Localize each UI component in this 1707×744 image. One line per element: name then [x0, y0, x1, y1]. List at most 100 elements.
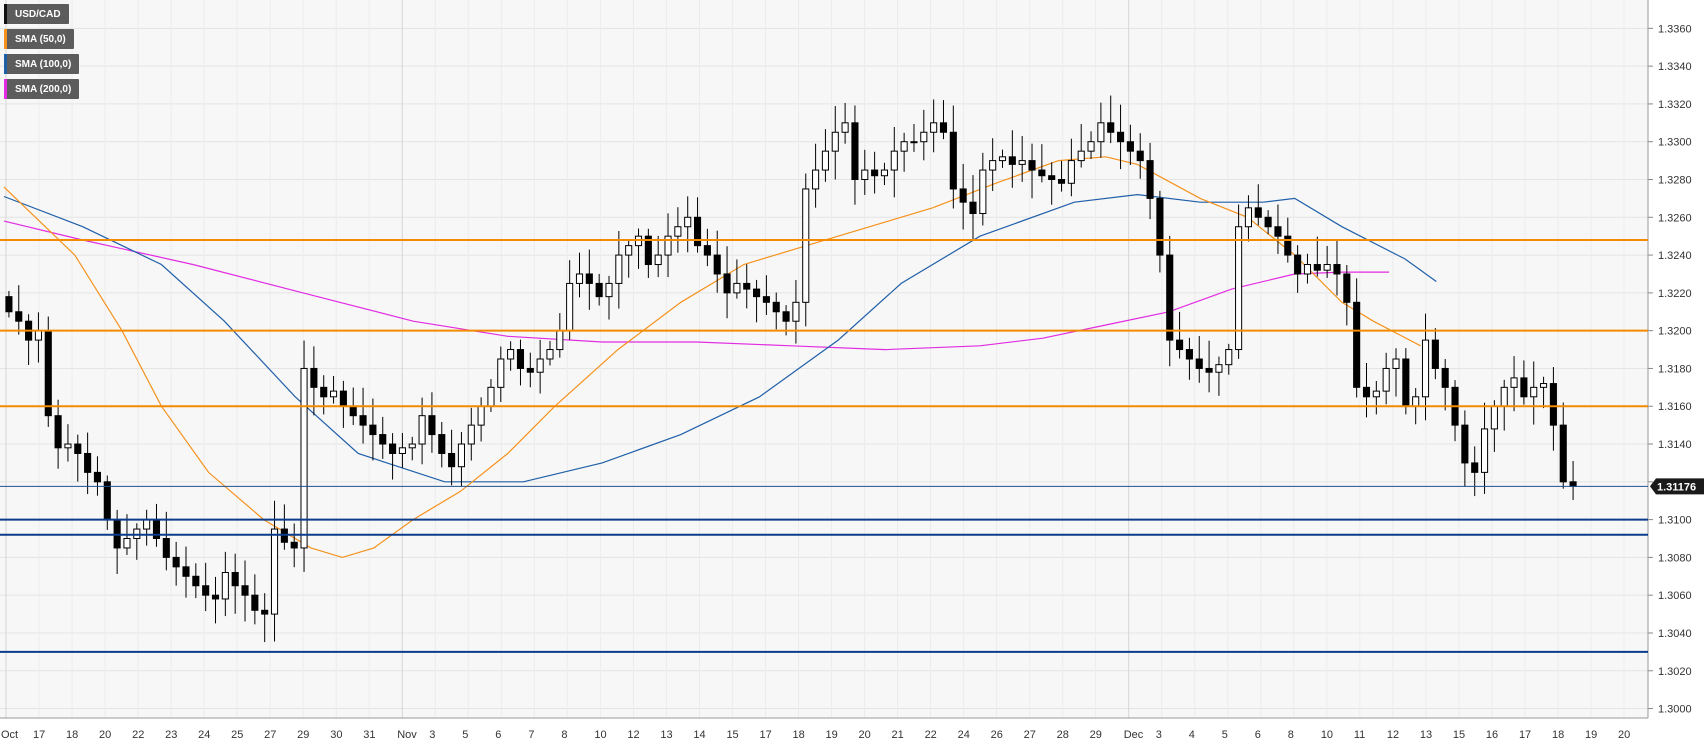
candle [703, 228, 711, 267]
candle [320, 375, 328, 415]
candle [1461, 410, 1469, 487]
candle-body-down [693, 216, 702, 247]
candle-body-up [910, 141, 918, 144]
candle [1540, 376, 1548, 409]
candle [408, 436, 416, 461]
candle [1215, 356, 1223, 396]
candle [379, 416, 387, 459]
candle [1431, 328, 1439, 380]
candle-body-down [162, 538, 170, 558]
candle-body-up [1077, 150, 1085, 162]
candle [910, 124, 918, 152]
candle [821, 129, 829, 182]
candle-body-down [939, 122, 948, 133]
candle [438, 421, 446, 468]
candle-body-down [339, 390, 347, 407]
candle-body-down [1136, 150, 1144, 162]
x-tick-label: 7 [528, 729, 534, 741]
candle-body-down [1461, 424, 1469, 464]
candle-body-up [556, 330, 564, 351]
candle [467, 407, 475, 461]
candle [1008, 130, 1016, 188]
candle-body-down [1313, 264, 1321, 271]
candle-body-up [1244, 207, 1252, 228]
candle-body-up [300, 367, 308, 549]
candle-body-up [575, 273, 584, 284]
candle-body-up [270, 528, 279, 615]
candle [772, 292, 780, 330]
candle-body-down [192, 575, 200, 587]
x-tick-label: 24 [198, 729, 210, 741]
candle-body-down [1520, 377, 1528, 398]
candle [723, 246, 731, 319]
candle-body-up [674, 226, 682, 237]
candle-body-down [1441, 367, 1449, 388]
candle-body-down [15, 311, 23, 322]
candle-body-down [1569, 481, 1577, 487]
current-price-tag: 1.31176 [1650, 478, 1704, 495]
x-tick-label: 26 [991, 729, 1003, 741]
candle-body-up [880, 169, 889, 177]
candle [812, 143, 820, 208]
candle-body-down [1294, 254, 1302, 275]
candle-body-down [369, 424, 377, 436]
y-tick-label: 1.3320 [1658, 99, 1692, 111]
legend-item[interactable]: USD/CAD [4, 4, 69, 24]
legend-item[interactable]: SMA (100,0) [4, 54, 80, 74]
legend: USD/CAD SMA (50,0) SMA (100,0) SMA (200,0) [4, 4, 80, 104]
x-tick-label: 20 [859, 729, 871, 741]
candle [1166, 235, 1174, 367]
x-tick-label: 18 [792, 729, 804, 741]
candle-body-up [979, 169, 987, 215]
candle [428, 392, 436, 453]
candle [1205, 340, 1213, 393]
candle-body-down [320, 386, 328, 398]
candle-body-down [1549, 383, 1557, 426]
candle-body-down [871, 169, 879, 177]
candle [1185, 337, 1193, 380]
candle [585, 249, 593, 310]
candle [1097, 102, 1105, 158]
candle [664, 213, 672, 278]
candle-body-up [625, 245, 633, 256]
y-tick-label: 1.3340 [1658, 61, 1692, 73]
candle [861, 149, 869, 195]
candle-body-down [1185, 349, 1193, 360]
candle-body-down [1048, 175, 1056, 181]
candle [1480, 402, 1489, 494]
candle [1441, 359, 1449, 411]
candle-body-down [290, 541, 298, 549]
candle-body-up [1372, 390, 1380, 398]
candle-body-down [261, 609, 269, 615]
x-tick-label: 22 [132, 729, 144, 741]
candle-body-up [684, 216, 692, 228]
candle [1136, 133, 1144, 179]
candle-body-up [1225, 349, 1233, 366]
sma-100-line [3, 193, 1437, 483]
candle-body-up [1540, 383, 1548, 388]
candle [713, 230, 721, 293]
candle-body-up [1235, 226, 1243, 351]
candle [261, 593, 269, 643]
candle [497, 346, 505, 402]
x-tick-label: 27 [1024, 729, 1036, 741]
candle-body-down [1264, 216, 1272, 228]
legend-item[interactable]: SMA (50,0) [4, 29, 74, 49]
candle-body-up [398, 447, 406, 454]
candle [546, 341, 554, 366]
y-tick-label: 1.3300 [1658, 137, 1692, 149]
candle [939, 100, 948, 140]
x-tick-label: 24 [958, 729, 970, 741]
candle [644, 228, 652, 278]
legend-item[interactable]: SMA (200,0) [4, 79, 80, 99]
candle [684, 196, 692, 253]
candle [851, 105, 859, 205]
candle-body-down [1156, 197, 1164, 256]
x-tick-label: 27 [264, 729, 276, 741]
candle-body-down [713, 254, 721, 275]
candle [880, 162, 889, 186]
y-tick-label: 1.3200 [1658, 326, 1692, 338]
x-tick-label: 10 [594, 729, 606, 741]
candle [900, 132, 908, 172]
